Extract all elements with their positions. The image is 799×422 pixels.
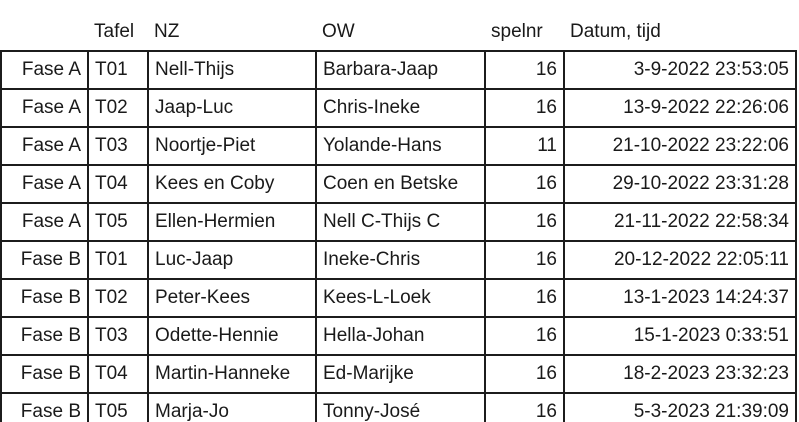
table-row: Fase B T04 Martin-Hanneke Ed-Marijke 16 18-2-… (0, 354, 797, 394)
fase-cell: Fase B (0, 278, 89, 318)
spelnr-cell: 16 (484, 316, 565, 356)
spelnr-cell: 11 (484, 126, 565, 166)
nz-cell: Noortje-Piet (147, 126, 317, 166)
nz-cell: Odette-Hennie (147, 316, 317, 356)
spelnr-cell: 16 (484, 88, 565, 128)
ow-cell: Barbara-Jaap (315, 50, 486, 90)
spelnr-cell: 16 (484, 240, 565, 280)
datum-cell: 5-3-2023 21:39:09 (563, 392, 797, 422)
col-header-datum: Datum, tijd (570, 21, 661, 42)
tafel-cell: T03 (87, 316, 149, 356)
spelnr-cell: 16 (484, 392, 565, 422)
table-body: Fase A T01 Nell-Thijs Barbara-Jaap 16 3-9-202… (0, 50, 797, 422)
table-row: Fase A T03 Noortje-Piet Yolande-Hans 11 21-10… (0, 126, 797, 166)
spelnr-cell: 16 (484, 50, 565, 90)
col-header-spelnr: spelnr (491, 21, 543, 42)
ow-cell: Kees-L-Loek (315, 278, 486, 318)
fase-cell: Fase A (0, 88, 89, 128)
ow-cell: Nell C-Thijs C (315, 202, 486, 242)
datum-cell: 21-11-2022 22:58:34 (563, 202, 797, 242)
ow-cell: Tonny-José (315, 392, 486, 422)
tafel-cell: T05 (87, 392, 149, 422)
fase-cell: Fase B (0, 240, 89, 280)
nz-cell: Kees en Coby (147, 164, 317, 204)
nz-cell: Peter-Kees (147, 278, 317, 318)
tafel-cell: T01 (87, 240, 149, 280)
nz-cell: Jaap-Luc (147, 88, 317, 128)
col-header-nz: NZ (154, 21, 180, 42)
datum-cell: 20-12-2022 22:05:11 (563, 240, 797, 280)
fase-cell: Fase B (0, 316, 89, 356)
col-header-tafel: Tafel (94, 21, 135, 42)
tafel-cell: T04 (87, 164, 149, 204)
table-row: Fase A T01 Nell-Thijs Barbara-Jaap 16 3-9-202… (0, 50, 797, 90)
nz-cell: Martin-Hanneke (147, 354, 317, 394)
nz-cell: Marja-Jo (147, 392, 317, 422)
tafel-cell: T01 (87, 50, 149, 90)
datum-cell: 13-1-2023 14:24:37 (563, 278, 797, 318)
tafel-cell: T05 (87, 202, 149, 242)
datum-cell: 3-9-2022 23:53:05 (563, 50, 797, 90)
results-table: Tafel NZ OW spelnr Datum, tijd Fase A T01… (0, 8, 797, 422)
datum-cell: 29-10-2022 23:31:28 (563, 164, 797, 204)
table-row: Fase B T05 Marja-Jo Tonny-José 16 5-3-2023 21… (0, 392, 797, 422)
datum-cell: 15-1-2023 0:33:51 (563, 316, 797, 356)
spelnr-cell: 16 (484, 278, 565, 318)
ow-cell: Ineke-Chris (315, 240, 486, 280)
ow-cell: Ed-Marijke (315, 354, 486, 394)
fase-cell: Fase B (0, 392, 89, 422)
datum-cell: 13-9-2022 22:26:06 (563, 88, 797, 128)
fase-cell: Fase A (0, 126, 89, 166)
datum-cell: 21-10-2022 23:22:06 (563, 126, 797, 166)
datum-cell: 18-2-2023 23:32:23 (563, 354, 797, 394)
col-header-ow: OW (322, 21, 355, 42)
ow-cell: Chris-Ineke (315, 88, 486, 128)
spelnr-cell: 16 (484, 202, 565, 242)
ow-cell: Hella-Johan (315, 316, 486, 356)
ow-cell: Coen en Betske (315, 164, 486, 204)
table-row: Fase A T02 Jaap-Luc Chris-Ineke 16 13-9-2022 … (0, 88, 797, 128)
fase-cell: Fase A (0, 202, 89, 242)
spelnr-cell: 16 (484, 164, 565, 204)
tafel-cell: T03 (87, 126, 149, 166)
col-header-fase (1, 8, 88, 51)
fase-cell: Fase B (0, 354, 89, 394)
fase-cell: Fase A (0, 164, 89, 204)
fase-cell: Fase A (0, 50, 89, 90)
nz-cell: Luc-Jaap (147, 240, 317, 280)
tafel-cell: T02 (87, 88, 149, 128)
tafel-cell: T02 (87, 278, 149, 318)
ow-cell: Yolande-Hans (315, 126, 486, 166)
table-row: Fase B T03 Odette-Hennie Hella-Johan 16 15-1-… (0, 316, 797, 356)
header-row: Tafel NZ OW spelnr Datum, tijd (1, 8, 796, 51)
table-row: Fase B T02 Peter-Kees Kees-L-Loek 16 13-1-202… (0, 278, 797, 318)
nz-cell: Nell-Thijs (147, 50, 317, 90)
spelnr-cell: 16 (484, 354, 565, 394)
table-row: Fase A T05 Ellen-Hermien Nell C-Thijs C 16 21… (0, 202, 797, 242)
nz-cell: Ellen-Hermien (147, 202, 317, 242)
table-row: Fase A T04 Kees en Coby Coen en Betske 16 29-… (0, 164, 797, 204)
tafel-cell: T04 (87, 354, 149, 394)
table-row: Fase B T01 Luc-Jaap Ineke-Chris 16 20-12-2022… (0, 240, 797, 280)
